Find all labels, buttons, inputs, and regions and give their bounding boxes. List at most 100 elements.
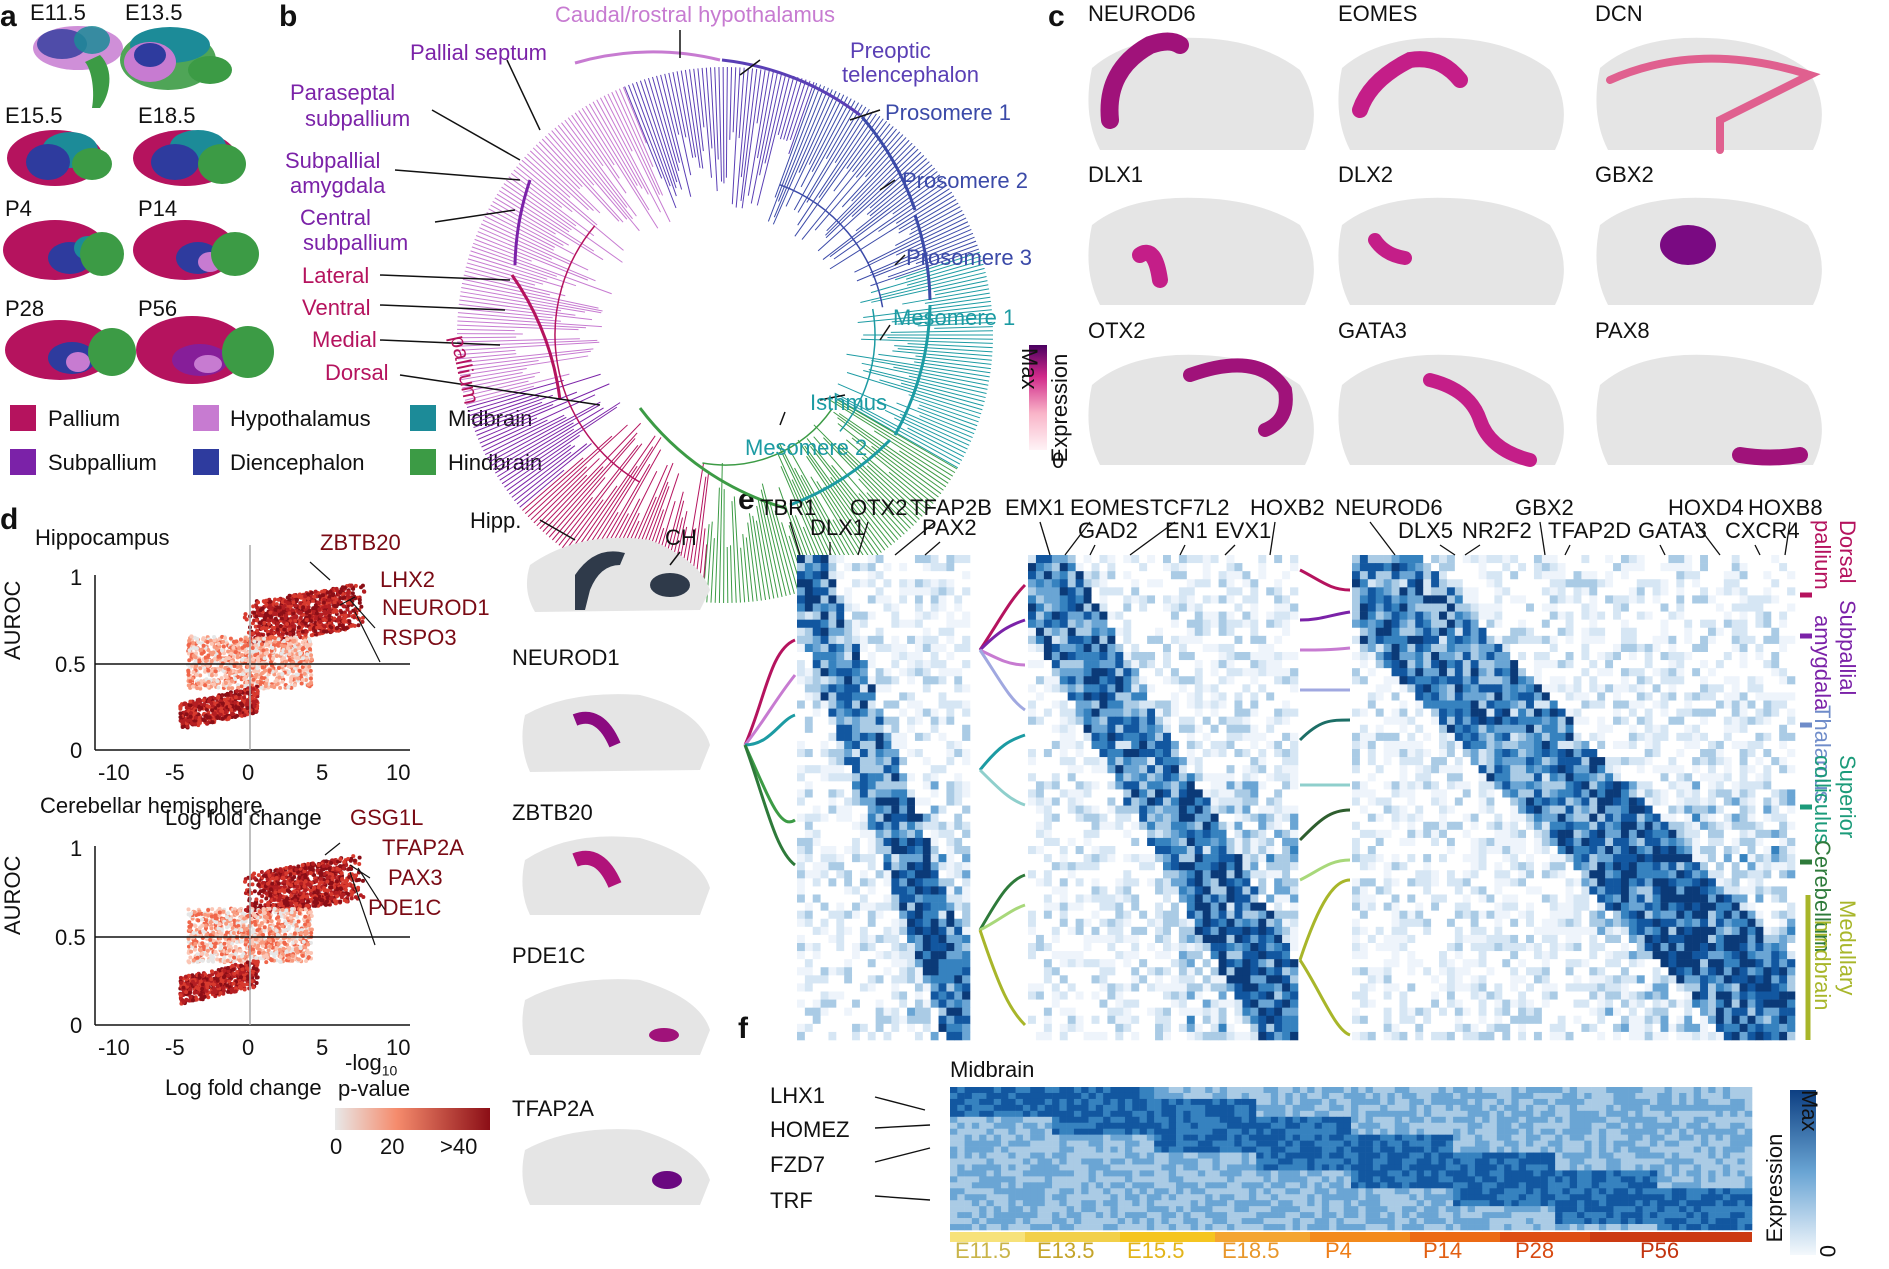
dendrogram-branch bbox=[460, 368, 527, 381]
dendrogram-branch bbox=[462, 278, 599, 309]
dendrogram-branch bbox=[457, 328, 515, 332]
stage-label: E15.5 bbox=[5, 103, 63, 128]
dendrogram-branch bbox=[898, 198, 957, 234]
dendro-label: Ventral bbox=[302, 295, 371, 320]
dendrogram-branch bbox=[858, 493, 899, 541]
dendrogram-branch bbox=[884, 409, 968, 450]
dendrogram-branch bbox=[471, 394, 553, 425]
legend-label: Diencephalon bbox=[230, 450, 365, 475]
dendrogram-branch bbox=[908, 394, 981, 419]
dendrogram-branch bbox=[660, 74, 692, 197]
brain-section-p28 bbox=[5, 320, 136, 380]
dendrogram-branch bbox=[902, 288, 990, 305]
panel-letter-a: a bbox=[0, 0, 17, 33]
dendrogram-branch bbox=[919, 404, 978, 427]
dendrogram-branch bbox=[548, 133, 595, 186]
dendrogram-branch bbox=[479, 417, 538, 444]
dendro-label: telencephalon bbox=[842, 62, 980, 87]
dendro-label: subpallium bbox=[303, 230, 409, 255]
dendrogram-branch bbox=[539, 422, 642, 530]
dendrogram-branch bbox=[527, 153, 589, 211]
brain-sections-graphic bbox=[3, 26, 274, 384]
dendrogram-branch bbox=[538, 141, 583, 188]
hotspot-dlx1 bbox=[1132, 244, 1168, 288]
dendrogram-branch bbox=[822, 171, 938, 260]
dendrogram-branch bbox=[464, 373, 570, 401]
dendrogram-branch bbox=[863, 300, 991, 319]
dendrogram-branch bbox=[929, 296, 991, 307]
brain-section-e13 bbox=[120, 27, 232, 90]
dendrogram-branch bbox=[477, 231, 596, 282]
legend-swatch-hypothalamus bbox=[193, 405, 219, 431]
dendrogram-branch bbox=[890, 330, 993, 333]
silhouette-neurod6 bbox=[1088, 37, 1314, 150]
dendrogram-branch bbox=[837, 417, 942, 495]
dendrogram-branch bbox=[894, 345, 993, 353]
dendrogram-branch bbox=[778, 442, 846, 575]
gene-map-label: OTX2 bbox=[1088, 318, 1146, 343]
dendrogram-inner-arc bbox=[702, 409, 833, 466]
dendrogram-branch bbox=[639, 80, 677, 189]
dendrogram-branch bbox=[907, 343, 993, 349]
dendrogram-branch bbox=[829, 191, 953, 270]
dendrogram-branch bbox=[907, 427, 965, 458]
dendro-label: Preoptic bbox=[850, 38, 931, 63]
dendrogram-branch bbox=[461, 372, 523, 385]
dendrogram-branch bbox=[710, 67, 718, 192]
dendrogram-branch bbox=[752, 515, 767, 600]
dendrogram-branch bbox=[578, 110, 615, 166]
dendrogram-branch bbox=[835, 400, 956, 474]
dendrogram-branch bbox=[457, 341, 600, 351]
legend-swatch-diencephalon bbox=[193, 449, 219, 475]
stage-label: P28 bbox=[5, 296, 45, 321]
dendrogram-branch bbox=[806, 438, 892, 546]
dendrogram-branch bbox=[607, 93, 671, 223]
dendrogram-branch bbox=[457, 338, 580, 343]
dendrogram-branch bbox=[506, 444, 572, 492]
dendrogram-branch bbox=[469, 254, 548, 280]
dendrogram-branch bbox=[465, 266, 536, 286]
dendrogram-branch bbox=[825, 102, 860, 159]
dendrogram-branch bbox=[747, 70, 770, 196]
brain-section-e18 bbox=[133, 130, 246, 186]
dendrogram-branch bbox=[866, 161, 930, 215]
dendrogram-branch bbox=[740, 68, 754, 178]
dendrogram-branch bbox=[837, 423, 937, 501]
hotspot-dlx2 bbox=[1368, 233, 1412, 265]
dendrogram-branch bbox=[457, 316, 602, 328]
dendrogram-branch bbox=[731, 501, 737, 603]
dendrogram-branch bbox=[565, 499, 604, 551]
dendrogram-branch bbox=[869, 158, 927, 209]
dendro-label: Isthmus bbox=[810, 390, 888, 415]
dendrogram-branch bbox=[933, 280, 988, 293]
dendrogram-branch bbox=[773, 87, 829, 218]
dendrogram-branch bbox=[777, 443, 843, 577]
dendrogram-branch bbox=[466, 385, 535, 405]
dendrogram-branch bbox=[808, 94, 845, 165]
dendrogram-branch bbox=[588, 103, 638, 186]
dendrogram-branch bbox=[554, 127, 640, 232]
dendrogram-branch bbox=[797, 111, 874, 226]
dendrogram-branch bbox=[514, 443, 588, 502]
dendrogram-branch bbox=[817, 154, 925, 252]
dendrogram-branch bbox=[750, 72, 779, 204]
dendrogram-branch bbox=[701, 67, 713, 178]
brain-section-e11 bbox=[33, 26, 123, 108]
dendrogram-branch bbox=[813, 424, 914, 526]
dendrogram-inner-arc bbox=[779, 183, 884, 308]
dendro-label: Central bbox=[300, 205, 371, 230]
dendrogram-branch bbox=[887, 244, 978, 278]
dendrogram-branch bbox=[838, 446, 917, 523]
dendrogram-branch bbox=[458, 348, 594, 364]
dendrogram-branch bbox=[801, 126, 894, 240]
dendrogram-branch bbox=[871, 360, 990, 382]
dendrogram-branch bbox=[519, 469, 565, 508]
dendrogram-branch bbox=[797, 104, 863, 213]
dendrogram-branch bbox=[774, 82, 818, 198]
dendrogram-branch bbox=[462, 371, 541, 389]
dendrogram-branch bbox=[551, 477, 606, 541]
dendro-label: amygdala bbox=[290, 173, 386, 198]
panel-letter-c: c bbox=[1048, 0, 1065, 33]
dendrogram-branch bbox=[756, 505, 775, 599]
